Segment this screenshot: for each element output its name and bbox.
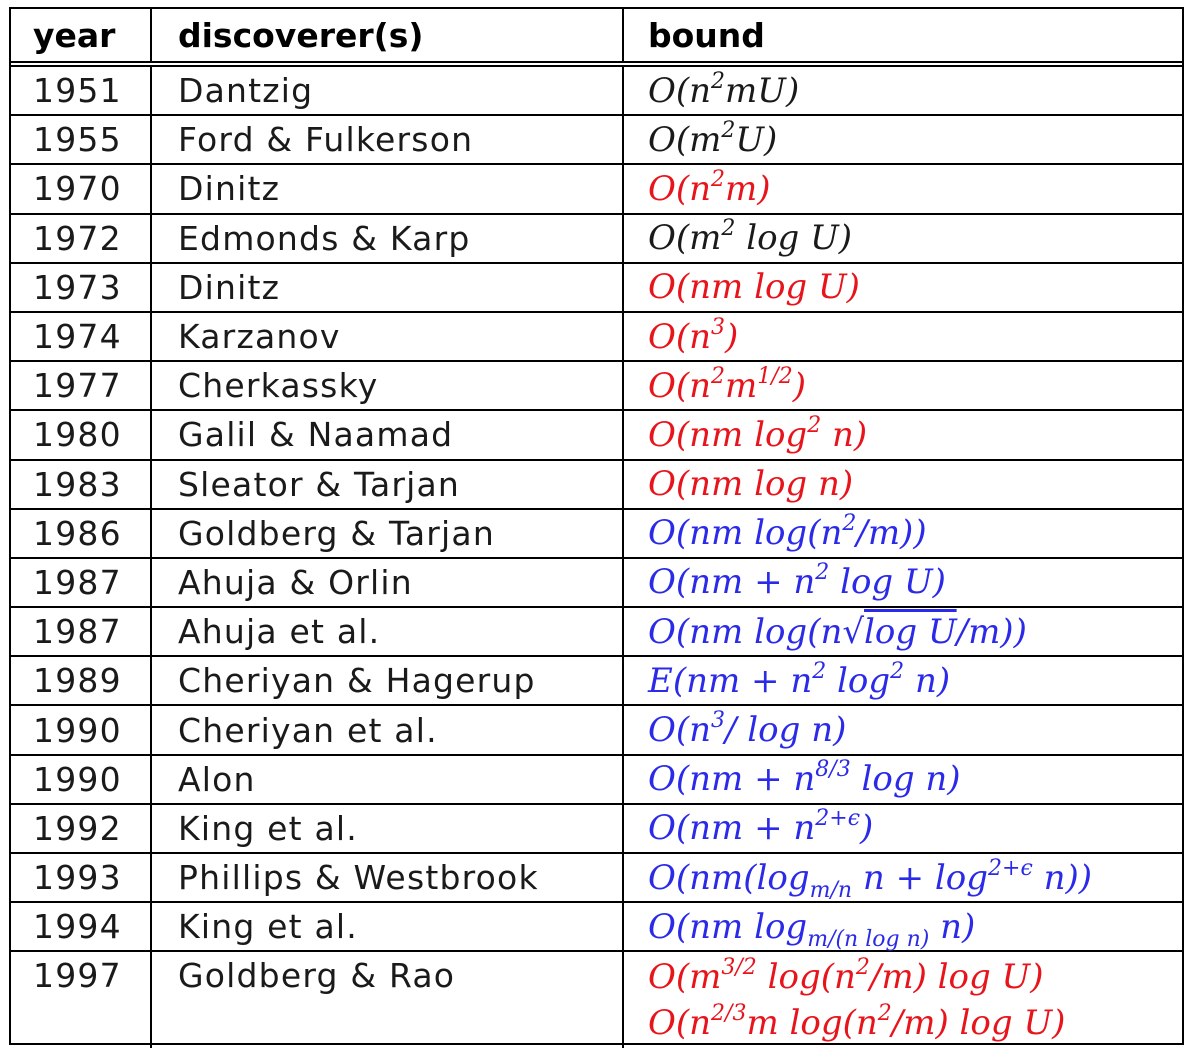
- year-cell: 1983: [11, 459, 151, 510]
- year-cell: 1989: [11, 656, 151, 707]
- discoverer-cell: Phillips & Westbrook: [150, 853, 623, 904]
- discoverer-cell: Goldberg & Rao: [150, 951, 623, 1049]
- table-row: 1990 Cheriyan et al. O(n3/ log n): [11, 705, 1182, 756]
- year-cell: 1973: [11, 262, 151, 313]
- bound-cell: O(nm log U): [622, 262, 1182, 313]
- table-row: 1983 Sleator & Tarjan O(nm log n): [11, 459, 1182, 510]
- header-year: year: [11, 9, 151, 67]
- discoverer-cell: Cheriyan et al.: [150, 705, 623, 756]
- bound-cell: O(n2m1/2): [622, 361, 1182, 412]
- discoverer-cell: Ford & Fulkerson: [150, 115, 623, 166]
- bound-cell: O(nm log(n2/m)): [622, 508, 1182, 559]
- bound-cell: O(nm + n2+ϵ): [622, 803, 1182, 855]
- bound-cell: O(m2U): [622, 115, 1182, 166]
- table-row: 1955 Ford & Fulkerson O(m2U): [11, 115, 1182, 166]
- bound-cell: O(n3): [622, 311, 1182, 363]
- table-row: 1987 Ahuja et al. O(nm log(n√log U/m)): [11, 607, 1182, 658]
- discoverer-cell: Edmonds & Karp: [150, 213, 623, 264]
- year-cell: 1974: [11, 311, 151, 363]
- table-row: 1990 Alon O(nm + n8/3 log n): [11, 754, 1182, 805]
- year-cell: 1997: [33, 956, 122, 996]
- bound-cell: O(nm log n): [622, 459, 1182, 510]
- discoverer-cell: Goldberg & Tarjan: [150, 508, 623, 559]
- table-row: 1989 Cheriyan & Hagerup E(nm + n2 log2 n): [11, 656, 1182, 707]
- discoverer-cell: Galil & Naamad: [150, 410, 623, 461]
- year-cell: 1992: [11, 803, 151, 855]
- header-row: year discoverer(s) bound: [11, 9, 1182, 67]
- year-cell: 1980: [11, 410, 151, 461]
- table-row: 1980 Galil & Naamad O(nm log2 n): [11, 410, 1182, 461]
- bound-cell: E(nm + n2 log2 n): [622, 656, 1182, 707]
- year-cell: 1994: [11, 902, 151, 953]
- discoverer-cell: Cherkassky: [150, 361, 623, 412]
- bound-cell: O(m2 log U): [622, 213, 1182, 264]
- bound-cell: O(m3/2 log(n2/m) log U) O(n2/3m log(n2/m…: [622, 951, 1182, 1049]
- bound-cell: O(nm log2 n): [622, 410, 1182, 461]
- bound-cell: O(nm logm/(n log n) n): [622, 902, 1182, 953]
- year-cell: 1977: [11, 361, 151, 412]
- table-row: 1970 Dinitz O(n2m): [11, 164, 1182, 215]
- bound-cell: O(nm + n8/3 log n): [622, 754, 1182, 805]
- bound-cell: O(n2m): [622, 164, 1182, 215]
- year-cell: 1951: [11, 64, 151, 117]
- year-cell: 1990: [11, 754, 151, 805]
- year-cell: 1972: [11, 213, 151, 264]
- table-row: 1994 King et al. O(nm logm/(n log n) n): [11, 902, 1182, 953]
- discoverer-cell: Dinitz: [150, 262, 623, 313]
- year-cell: 1970: [11, 164, 151, 215]
- table-row: 1977 Cherkassky O(n2m1/2): [11, 361, 1182, 412]
- bound-cell: O(nm + n2 log U): [622, 557, 1182, 609]
- table-row: 1997 Goldberg & Rao O(m3/2 log(n2/m) log…: [11, 951, 1182, 1049]
- table-row: 1987 Ahuja & Orlin O(nm + n2 log U): [11, 557, 1182, 609]
- table: year discoverer(s) bound 1951 Dantzig O(n2…: [11, 9, 1182, 1049]
- year-cell: 1990: [11, 705, 151, 756]
- bound-cell: O(nm log(n√log U/m)): [622, 607, 1182, 658]
- discoverer-cell: Dantzig: [150, 64, 623, 117]
- bound-cell: O(n3/ log n): [622, 705, 1182, 756]
- max-flow-bounds-table: year discoverer(s) bound 1951 Dantzig O(n2…: [9, 7, 1184, 1049]
- discoverer-cell: Ahuja & Orlin: [150, 557, 623, 609]
- discoverer-cell: Karzanov: [150, 311, 623, 363]
- table-row: 1993 Phillips & Westbrook O(nm(logm/n n + …: [11, 853, 1182, 904]
- year-cell: 1993: [11, 853, 151, 904]
- table-row: 1974 Karzanov O(n3): [11, 311, 1182, 363]
- table-row: 1992 King et al. O(nm + n2+ϵ): [11, 803, 1182, 855]
- header-discoverer: discoverer(s): [150, 9, 623, 67]
- table-row: 1972 Edmonds & Karp O(m2 log U): [11, 213, 1182, 264]
- header-bound: bound: [622, 9, 1182, 67]
- year-cell: 1987: [11, 607, 151, 658]
- discoverer-cell: Sleator & Tarjan: [150, 459, 623, 510]
- table-row: 1986 Goldberg & Tarjan O(nm log(n2/m)): [11, 508, 1182, 559]
- discoverer-cell: Alon: [150, 754, 623, 805]
- bound-cell: O(nm(logm/n n + log2+ϵ n)): [622, 853, 1182, 904]
- discoverer-cell: King et al.: [150, 803, 623, 855]
- discoverer-cell: Cheriyan & Hagerup: [150, 656, 623, 707]
- table-row: 1951 Dantzig O(n2mU): [11, 64, 1182, 117]
- year-cell: 1986: [11, 508, 151, 559]
- year-cell: 1987: [11, 557, 151, 609]
- table-row: 1973 Dinitz O(nm log U): [11, 262, 1182, 313]
- year-cell: 1955: [11, 115, 151, 166]
- discoverer-cell: King et al.: [150, 902, 623, 953]
- bound-line-2: O(n2/3m log(n2/m) log U): [648, 1001, 1066, 1044]
- table-body: 1951 Dantzig O(n2mU) 1955 Ford & Fulkerson O(…: [11, 64, 1182, 1049]
- bound-line-1: O(m3/2 log(n2/m) log U): [648, 955, 1044, 998]
- discoverer-cell: Dinitz: [150, 164, 623, 215]
- bound-cell: O(n2mU): [622, 64, 1182, 117]
- discoverer-cell: Ahuja et al.: [150, 607, 623, 658]
